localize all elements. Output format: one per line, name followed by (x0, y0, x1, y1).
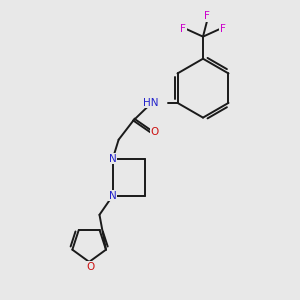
Text: O: O (86, 262, 95, 272)
Text: HN: HN (143, 98, 158, 108)
Text: F: F (205, 11, 210, 21)
Text: N: N (109, 154, 117, 164)
Text: O: O (151, 127, 159, 137)
Text: N: N (109, 190, 117, 201)
Text: F: F (220, 24, 226, 34)
Text: F: F (180, 24, 186, 34)
